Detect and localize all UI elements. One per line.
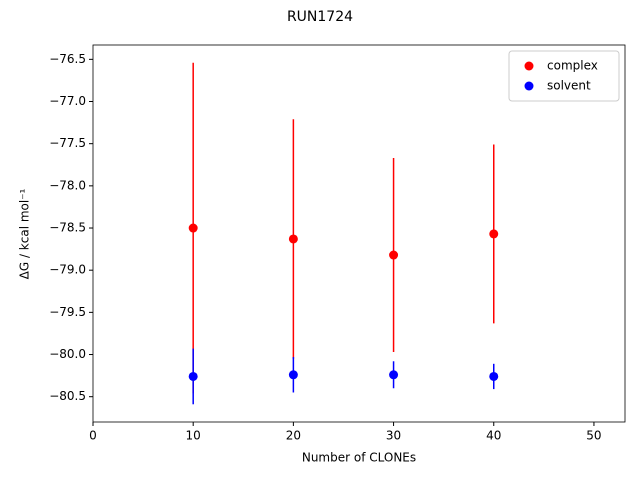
x-tick-label: 40: [486, 429, 501, 443]
point: [489, 371, 499, 381]
legend-marker: [524, 81, 534, 91]
chart-title: RUN1724: [287, 9, 353, 25]
plot-frame: [92, 44, 626, 423]
y-tick-label: −79.0: [49, 263, 86, 277]
y-tick-label: −77.5: [49, 136, 86, 150]
y-tick-label: −80.5: [49, 389, 86, 403]
legend-marker: [524, 61, 534, 71]
x-tick-label: 20: [286, 429, 301, 443]
y-tick-label: −78.5: [49, 221, 86, 235]
y-axis-label: ΔG / kcal mol⁻¹: [18, 188, 32, 279]
x-tick-label: 0: [89, 429, 97, 443]
point: [188, 371, 198, 381]
point: [288, 234, 298, 244]
y-tick-label: −76.5: [49, 52, 86, 66]
point: [489, 229, 499, 239]
point: [188, 223, 198, 233]
point: [288, 370, 298, 380]
legend-box: [508, 50, 620, 102]
legend-label: solvent: [547, 79, 591, 93]
y-tick-label: −79.5: [49, 305, 86, 319]
legend-label: complex: [547, 59, 598, 73]
point: [389, 370, 399, 380]
point: [389, 250, 399, 260]
x-tick-label: 30: [386, 429, 401, 443]
y-tick-label: −80.0: [49, 347, 86, 361]
y-tick-label: −77.0: [49, 94, 86, 108]
x-axis-label: Number of CLONEs: [302, 451, 416, 465]
x-tick-label: 50: [586, 429, 601, 443]
y-tick-label: −78.0: [49, 178, 86, 192]
x-tick-label: 10: [186, 429, 201, 443]
